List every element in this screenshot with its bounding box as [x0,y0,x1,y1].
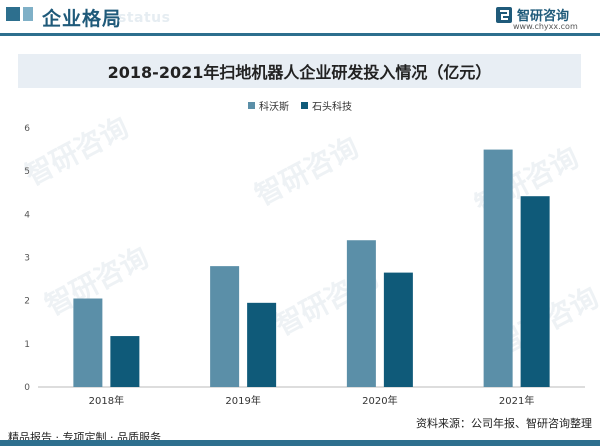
y-tick-label: 2 [24,297,30,307]
x-tick-label: 2018年 [89,394,124,407]
chart-title-box: 2018-2021年扫地机器人企业研发投入情况（亿元） [18,54,581,88]
legend-label: 石头科技 [312,102,352,113]
legend-item: 科沃斯 [248,98,289,113]
x-tick-label: 2019年 [225,394,260,407]
x-tick-label: 2021年 [499,394,534,407]
chart-legend: 科沃斯 石头科技 [0,98,600,113]
legend-label: 科沃斯 [259,102,289,113]
x-tick-label: 2020年 [362,394,397,407]
y-tick-label: 5 [24,167,30,177]
header-divider [0,33,600,36]
bar-series-b [383,272,413,387]
legend-item: 石头科技 [301,98,352,113]
y-tick-label: 3 [24,254,30,264]
y-tick-label: 0 [24,383,30,393]
brand-logo-icon [496,7,512,23]
footer-bar [0,440,600,446]
header-accent-square [6,7,20,21]
legend-swatch [248,102,255,109]
bar-series-a [73,298,103,387]
source-note: 资料来源：公司年报、智研咨询整理 [416,417,592,430]
y-tick-label: 6 [24,124,30,134]
bar-series-b [520,196,550,387]
y-tick-label: 4 [24,210,30,220]
bar-series-a [346,240,376,387]
bar-series-b [110,336,140,387]
bar-series-a [483,149,513,387]
legend-swatch [301,102,308,109]
chart-title: 2018-2021年扫地机器人企业研发投入情况（亿元） [107,63,492,82]
bar-series-b [247,302,277,387]
brand-url: www.chyxx.com [513,22,578,31]
brand-name: 智研咨询 [517,9,570,24]
bar-series-a [210,266,240,387]
y-tick-label: 1 [24,340,30,350]
section-title: 企业格局 [42,8,123,30]
section-ghost-text: status [118,10,171,26]
header: 企业格局 status 智研咨询 www.chyxx.com [0,0,600,38]
header-accent-square-small [23,7,33,21]
